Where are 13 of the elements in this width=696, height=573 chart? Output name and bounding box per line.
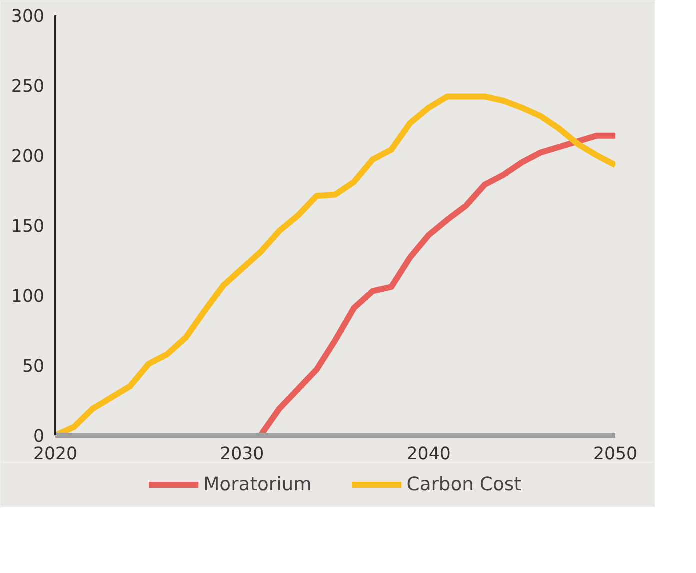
y-tick-label: 300 [11, 7, 45, 27]
y-tick-label: 50 [22, 357, 45, 377]
x-tick-label: 2040 [406, 444, 451, 464]
x-tick-label: 2050 [593, 444, 638, 464]
y-tick-label: 200 [11, 147, 45, 167]
legend-label: Moratorium [204, 474, 312, 495]
x-tick-label: 2030 [220, 444, 264, 464]
legend-label: Carbon Cost [406, 474, 522, 495]
y-tick-label: 150 [11, 217, 45, 237]
y-tick-label: 100 [11, 287, 45, 307]
y-tick-label: 0 [33, 427, 45, 447]
y-tick-label: 250 [11, 77, 45, 97]
x-tick-label: 2020 [33, 444, 78, 464]
